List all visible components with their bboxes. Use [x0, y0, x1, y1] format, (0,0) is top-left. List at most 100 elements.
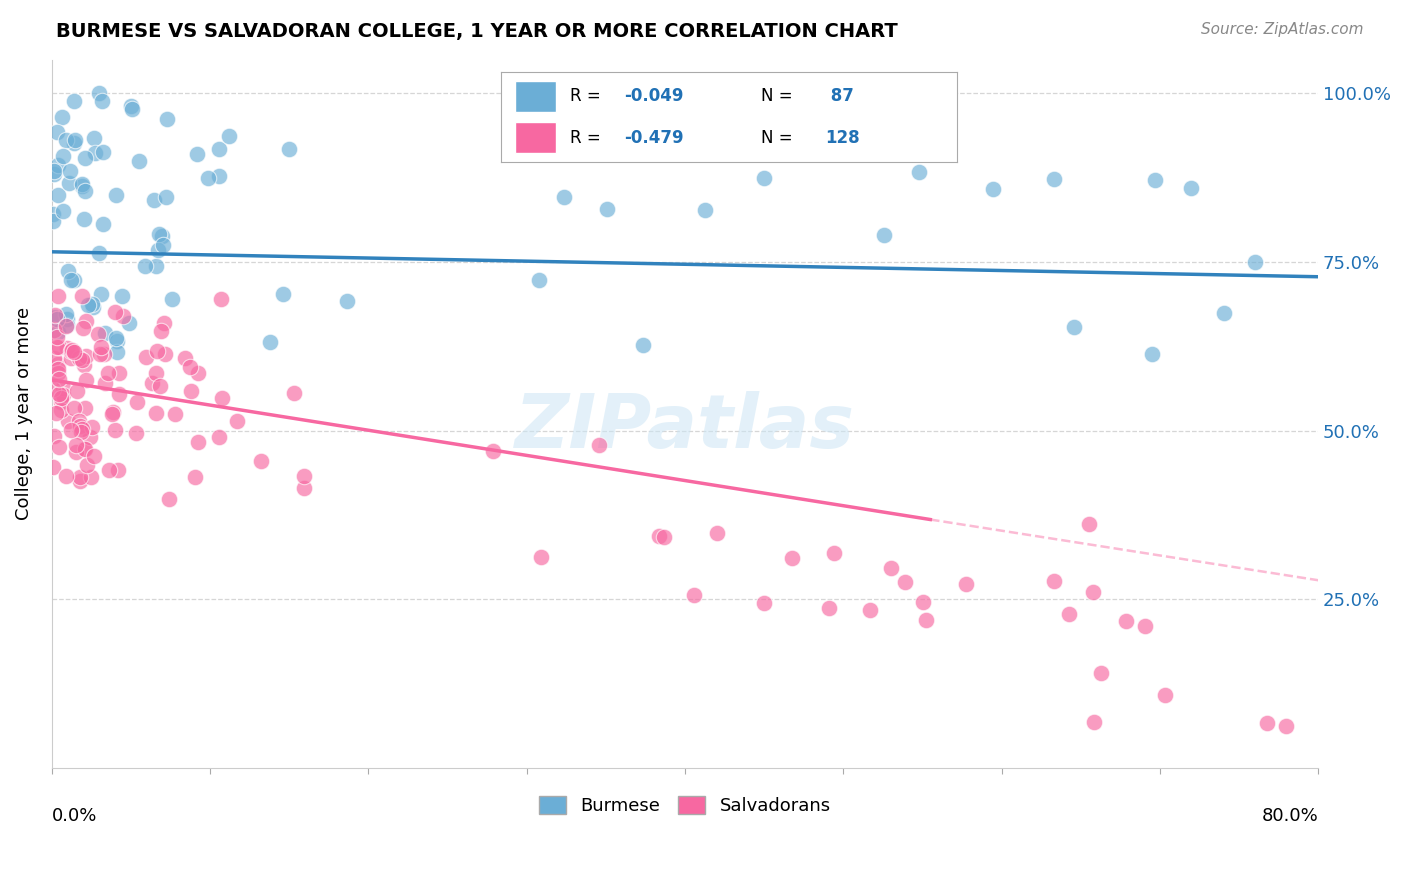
- Point: [46, 187, 69, 202]
- Point: [42, 459, 65, 474]
- Point: [70, 288, 93, 302]
- Point: [45, 125, 67, 139]
- Point: [908, 165, 931, 179]
- Point: [226, 413, 249, 427]
- Point: [107, 387, 129, 401]
- Point: [45, 330, 67, 344]
- Point: [63, 133, 86, 147]
- Point: [149, 378, 172, 392]
- Point: [55, 318, 77, 333]
- Point: [75, 152, 97, 166]
- Point: [104, 423, 127, 437]
- Point: [482, 444, 505, 458]
- Point: [197, 171, 219, 186]
- Point: [179, 359, 201, 374]
- Point: [98, 463, 121, 477]
- Point: [80, 470, 103, 484]
- Point: [596, 202, 619, 217]
- Point: [67, 351, 90, 365]
- Point: [134, 259, 156, 273]
- Point: [62, 94, 84, 108]
- Point: [44, 164, 66, 178]
- Point: [69, 474, 91, 488]
- Point: [52, 381, 75, 395]
- Point: [69, 419, 91, 434]
- Point: [152, 237, 174, 252]
- Point: [48, 357, 70, 371]
- Point: [1140, 347, 1163, 361]
- Point: [70, 425, 93, 439]
- Point: [818, 601, 841, 615]
- Point: [955, 577, 977, 591]
- Point: [55, 469, 77, 483]
- Point: [49, 403, 72, 417]
- Point: [62, 136, 84, 151]
- Point: [76, 458, 98, 472]
- Point: [1213, 306, 1236, 320]
- Point: [48, 371, 70, 385]
- Point: [118, 316, 141, 330]
- Point: [60, 273, 83, 287]
- Point: [163, 407, 186, 421]
- Point: [60, 343, 83, 358]
- Point: [105, 344, 128, 359]
- Point: [93, 326, 115, 341]
- Point: [259, 335, 281, 350]
- Point: [101, 407, 124, 421]
- Point: [63, 273, 86, 287]
- Point: [530, 550, 553, 565]
- Point: [880, 561, 903, 575]
- Point: [52, 204, 75, 219]
- Point: [87, 87, 110, 101]
- Point: [1135, 619, 1157, 633]
- Point: [981, 182, 1004, 196]
- Point: [1243, 255, 1265, 269]
- Point: [91, 218, 114, 232]
- Point: [87, 246, 110, 260]
- Point: [59, 164, 82, 178]
- Point: [174, 351, 197, 365]
- Point: [162, 293, 184, 307]
- Point: [695, 203, 717, 218]
- Point: [58, 176, 80, 190]
- Point: [107, 462, 129, 476]
- Point: [48, 386, 70, 401]
- Point: [83, 131, 105, 145]
- Point: [142, 193, 165, 207]
- Point: [65, 444, 87, 458]
- Point: [90, 287, 112, 301]
- Legend: Burmese, Salvadorans: Burmese, Salvadorans: [531, 789, 838, 822]
- Point: [283, 386, 305, 401]
- Text: ZIPatlas: ZIPatlas: [515, 392, 855, 465]
- Point: [207, 429, 229, 443]
- Point: [111, 289, 134, 303]
- Point: [1043, 574, 1066, 588]
- Point: [48, 340, 70, 354]
- Point: [336, 294, 359, 309]
- Point: [56, 342, 79, 356]
- Point: [83, 146, 105, 161]
- Point: [82, 419, 104, 434]
- Point: [83, 449, 105, 463]
- Point: [59, 423, 82, 437]
- Point: [208, 169, 231, 184]
- Point: [105, 334, 128, 348]
- Text: 80.0%: 80.0%: [1261, 806, 1319, 824]
- Point: [873, 227, 896, 242]
- Point: [157, 492, 180, 507]
- Point: [44, 310, 66, 324]
- Point: [56, 312, 79, 326]
- Point: [1154, 689, 1177, 703]
- Point: [121, 102, 143, 116]
- Point: [553, 190, 575, 204]
- Point: [82, 300, 104, 314]
- Point: [108, 366, 131, 380]
- Point: [66, 384, 89, 398]
- Point: [44, 406, 66, 420]
- Point: [73, 359, 96, 373]
- Point: [49, 391, 72, 405]
- Point: [89, 347, 111, 361]
- Point: [51, 395, 73, 409]
- Point: [155, 190, 177, 204]
- Point: [752, 596, 775, 610]
